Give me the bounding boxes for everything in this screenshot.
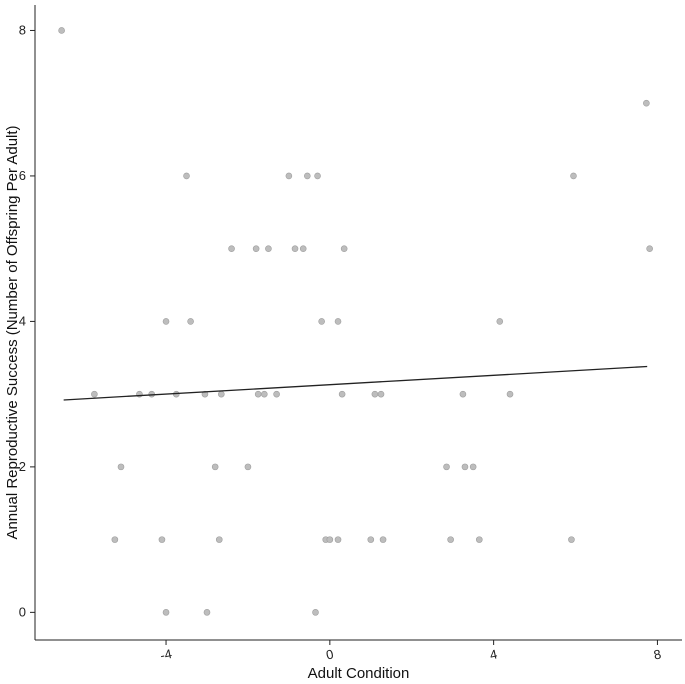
data-point — [476, 536, 483, 543]
data-point — [338, 390, 346, 398]
data-point — [312, 609, 319, 616]
data-point — [91, 390, 98, 398]
data-point — [334, 536, 342, 543]
y-tick-label: 2 — [19, 459, 26, 474]
data-point — [228, 245, 235, 252]
data-point — [379, 536, 387, 543]
x-tick-label: -4 — [159, 646, 173, 663]
x-tick-label: 4 — [488, 646, 498, 662]
data-point — [646, 245, 653, 252]
data-point — [285, 172, 293, 180]
trend-line — [63, 365, 648, 401]
x-tick-label: 0 — [325, 646, 335, 662]
data-point — [218, 390, 225, 398]
data-point — [211, 463, 219, 471]
data-point — [459, 390, 467, 398]
data-point — [371, 390, 379, 398]
y-axis-ticks: 0 2 4 6 8 — [19, 22, 35, 619]
data-point — [377, 390, 385, 398]
data-point — [443, 463, 450, 471]
y-tick-label: 6 — [19, 168, 26, 183]
data-point — [326, 536, 334, 543]
data-point — [215, 536, 223, 543]
data-point — [469, 463, 477, 471]
data-point — [58, 27, 65, 34]
data-point — [162, 609, 170, 616]
data-point — [273, 390, 280, 398]
data-point — [334, 318, 342, 325]
data-point — [314, 172, 321, 180]
data-point — [318, 318, 325, 325]
data-point — [299, 245, 307, 252]
data-point — [201, 390, 209, 398]
data-point — [254, 390, 262, 398]
data-point — [291, 245, 299, 252]
x-axis-title: Adult Condition — [308, 665, 410, 682]
data-point — [244, 463, 252, 471]
data-points — [58, 27, 653, 616]
data-point — [111, 536, 119, 543]
data-point — [117, 463, 125, 471]
y-tick-label: 4 — [19, 313, 26, 328]
data-point — [340, 245, 348, 252]
y-tick-label: 0 — [19, 604, 26, 619]
data-point — [461, 463, 469, 471]
data-point — [187, 318, 194, 325]
data-point — [570, 172, 577, 180]
data-point — [367, 536, 375, 543]
data-point — [568, 536, 575, 543]
x-axis-ticks: -4 0 4 8 — [159, 640, 662, 663]
data-point — [158, 536, 166, 543]
data-point — [643, 99, 650, 107]
data-point — [506, 390, 514, 398]
data-point — [183, 172, 190, 180]
data-point — [265, 245, 272, 252]
y-tick-label: 8 — [19, 22, 26, 37]
data-point — [447, 536, 454, 543]
data-point — [252, 245, 260, 252]
data-point — [261, 390, 268, 398]
data-point — [496, 318, 504, 325]
x-tick-label: 8 — [652, 646, 662, 662]
data-point — [304, 172, 311, 180]
y-axis-title: Annual Reproductive Success (Number of O… — [4, 125, 21, 539]
data-point — [162, 318, 170, 325]
data-point — [203, 609, 211, 616]
